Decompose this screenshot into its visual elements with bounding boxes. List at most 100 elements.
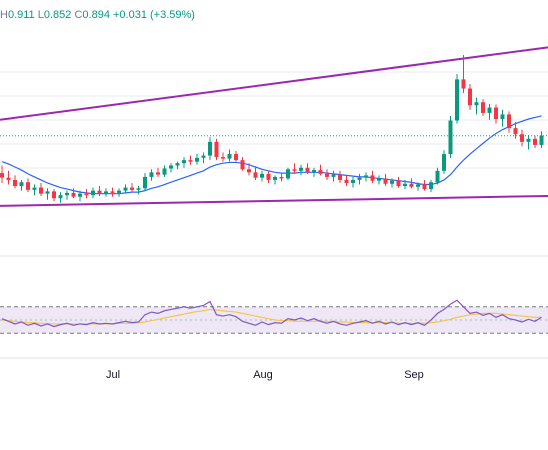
candle-body [409, 183, 414, 187]
candle-body [188, 160, 193, 162]
candle-body [201, 155, 206, 158]
candle-body [331, 174, 336, 177]
candle-body [143, 176, 147, 189]
candle-body [507, 114, 511, 129]
candle-body [195, 157, 199, 162]
candle-body [533, 138, 537, 145]
candle-body [396, 180, 401, 187]
candle-body [364, 175, 368, 178]
candle-body [461, 79, 466, 89]
candle-body [357, 177, 362, 180]
candle-body [351, 179, 355, 183]
candle-body [455, 79, 459, 121]
candle-body [39, 187, 43, 194]
channel-lower-line [0, 194, 548, 207]
candle-body [481, 102, 485, 113]
candle-body [26, 182, 30, 190]
candle-body [169, 165, 173, 169]
close-label: C [74, 9, 83, 21]
candle-body [45, 191, 50, 194]
candle-body [162, 168, 167, 175]
channel-upper-line [0, 46, 548, 121]
ohlc-legend: H0.911 L0.852 C0.894 +0.031 (+3.59%) [0, 9, 195, 21]
candle-body [208, 141, 212, 156]
candle-body [234, 154, 238, 161]
candle-body [84, 193, 89, 196]
candle-body [526, 138, 531, 142]
candle-body [13, 179, 17, 187]
candle-body [494, 107, 498, 119]
candle-body [390, 180, 394, 184]
candle-body [253, 172, 258, 178]
rsi-pane [0, 299, 548, 334]
candle-body [260, 173, 264, 178]
candle-body [338, 174, 342, 180]
candles [0, 55, 544, 203]
candle-body [474, 102, 479, 106]
moving-average [1, 115, 542, 195]
rsi-ma-line [1, 308, 542, 325]
candle-body [65, 192, 69, 196]
candle-body [377, 178, 381, 181]
low-label: L [37, 9, 44, 21]
candle-body [91, 190, 95, 196]
candle-body [117, 190, 121, 193]
candle-body [123, 187, 128, 191]
high-label: H [0, 9, 8, 21]
candle-body [539, 135, 544, 145]
candle-body [19, 182, 24, 187]
candle-body [97, 190, 102, 194]
candle-body [221, 157, 225, 159]
candle-body [58, 195, 63, 199]
month-label: Sep [404, 369, 424, 381]
candle-body [448, 120, 453, 155]
time-axis: Jul Aug Sep [106, 369, 424, 381]
candle-body [0, 173, 4, 178]
candle-body [344, 179, 349, 183]
candle-body [312, 170, 316, 173]
candle-body [435, 170, 440, 183]
candle-body [487, 107, 492, 113]
candle-body [513, 128, 518, 135]
candle-body [104, 191, 108, 194]
candle-body [156, 172, 160, 175]
candle-body [299, 167, 303, 171]
candle-body [429, 182, 433, 190]
candle-body [279, 176, 284, 179]
candle-body [422, 184, 427, 190]
candle-body [325, 173, 329, 177]
candle-body [240, 160, 245, 170]
candle-body [6, 177, 11, 180]
candle-body [78, 193, 82, 197]
moving-average-line [1, 115, 542, 195]
close-value: 0.894 [82, 9, 110, 21]
candle-body [416, 184, 420, 187]
candle-body [468, 88, 472, 106]
candle-body [318, 170, 323, 174]
trend-channel [0, 46, 548, 207]
change-percent: (+3.59%) [150, 9, 195, 21]
month-label: Aug [253, 369, 273, 381]
candle-body [130, 187, 134, 190]
candle-body [247, 169, 251, 173]
candle-body [266, 173, 271, 180]
candle-body [442, 154, 446, 171]
candle-body [286, 169, 290, 179]
rsi-line [1, 299, 542, 328]
candle-body [500, 114, 505, 119]
candle-body [227, 154, 232, 159]
change-value: +0.031 [113, 9, 147, 21]
candle-body [110, 191, 115, 193]
candle-body [71, 192, 76, 197]
candle-body [305, 167, 310, 173]
candle-body [383, 178, 388, 184]
candle-body [182, 160, 186, 164]
candle-body [175, 163, 180, 166]
low-value: 0.852 [43, 9, 72, 21]
candle-body [32, 187, 37, 190]
candle-body [273, 176, 277, 180]
candle-body [370, 175, 375, 181]
month-label: Jul [106, 369, 120, 381]
